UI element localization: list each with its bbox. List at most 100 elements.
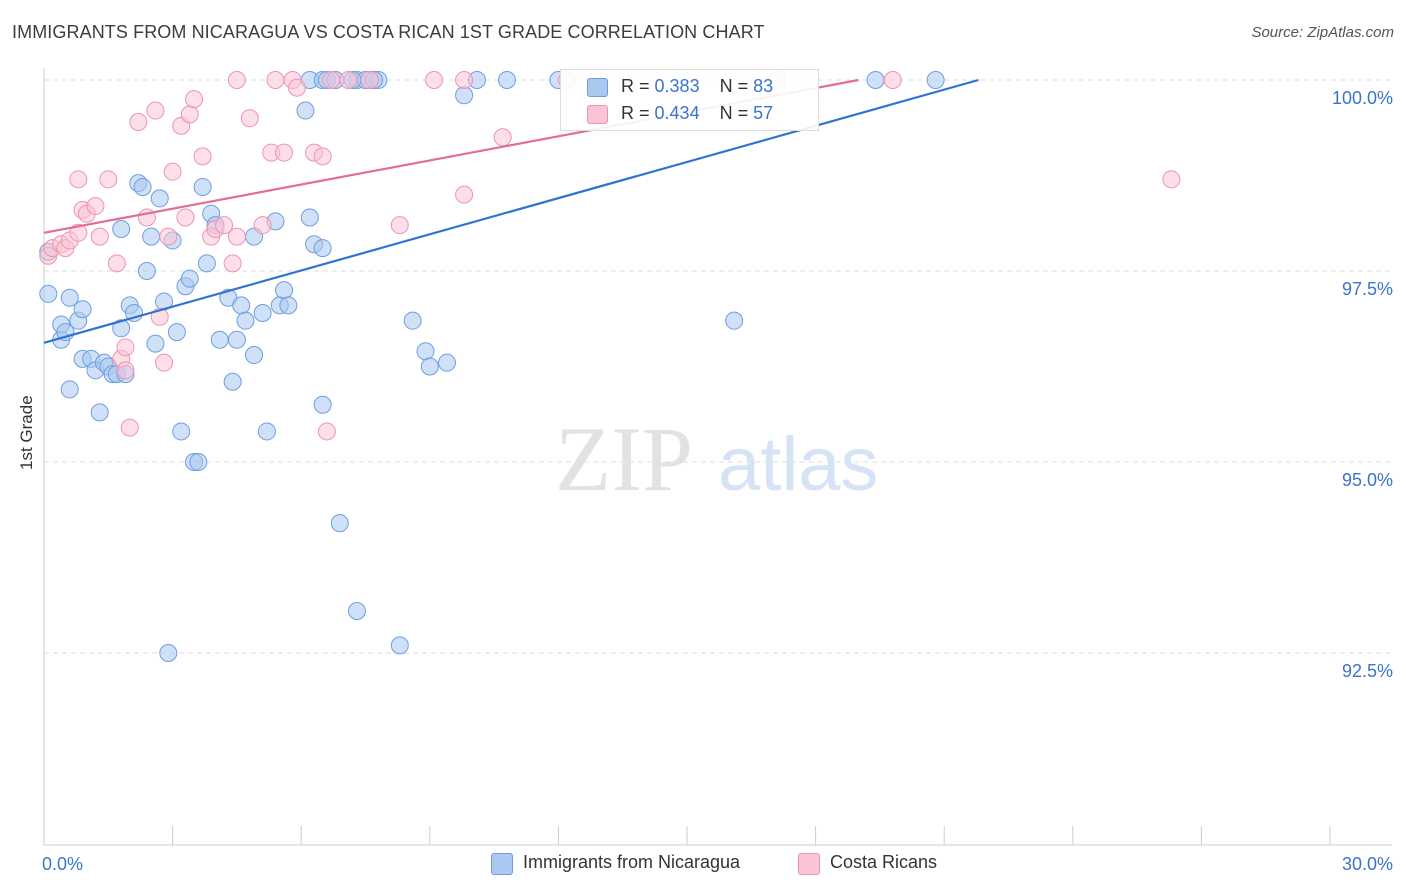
nicaragua-point (73, 300, 92, 319)
costa-rican-point (146, 101, 165, 120)
nicaragua-point (420, 357, 439, 376)
nicaragua-point (146, 334, 165, 353)
nicaragua-point (455, 86, 474, 105)
nicaragua-point (133, 177, 152, 196)
y-tick-label: 97.5% (1342, 279, 1393, 299)
nicaragua-point (223, 372, 242, 391)
costa-rican-point (129, 113, 148, 132)
n-label: N = (719, 103, 749, 123)
r-label: R = (621, 103, 650, 123)
nicaragua-trend-line (43, 78, 979, 344)
nicaragua-point (137, 262, 156, 280)
costa-rican-point (253, 216, 272, 235)
y-tick-labels: 100.0% 97.5% 95.0% 92.5% (1332, 88, 1393, 681)
nicaragua-point (60, 288, 79, 307)
costa-rican-point (90, 227, 109, 246)
chart-title: IMMIGRANTS FROM NICARAGUA VS COSTA RICAN… (12, 22, 765, 42)
nicaragua-point (112, 219, 131, 238)
y-tick-label: 95.0% (1342, 470, 1393, 490)
costa-rican-point (455, 185, 474, 204)
costa-rican-point (223, 254, 242, 273)
nicaragua-point (313, 239, 332, 258)
axes (43, 68, 1392, 846)
nicaragua-point (172, 422, 191, 441)
costa-rican-point (116, 361, 135, 380)
nicaragua-point (416, 342, 435, 361)
costa-rican-point (227, 227, 246, 246)
costa-rican-point (180, 105, 199, 124)
nicaragua-point (236, 311, 255, 330)
costa-rican-point (339, 71, 358, 89)
costa-rican-point (275, 143, 294, 162)
stats-row-costa-rican: R = 0.434 N = 57 (561, 100, 818, 128)
nicaragua-point (725, 311, 744, 330)
nicaragua-point (232, 296, 251, 315)
costa-rican-point (116, 338, 135, 357)
x-tick-label: 30.0% (1342, 854, 1393, 874)
nicaragua-point (390, 636, 409, 655)
legend-label: Immigrants from Nicaragua (523, 852, 741, 872)
costa-rican-point (107, 254, 126, 273)
costa-rican-point (425, 71, 444, 89)
costa-rican-point (120, 418, 139, 437)
nicaragua-point (866, 71, 885, 89)
nicaragua-point (296, 101, 315, 120)
costa-rican-point (317, 422, 336, 441)
costa-rican-point (99, 170, 118, 189)
costa-rican-point (493, 128, 512, 147)
costa-rican-point (883, 71, 902, 89)
costa-rican-point (240, 109, 259, 128)
nicaragua-point (313, 395, 332, 414)
stats-row-nicaragua: R = 0.383 N = 83 (561, 73, 818, 101)
stats-text: R = 0.434 N = 57 (621, 103, 773, 124)
nicaragua-point (330, 514, 349, 533)
costa-rican-point (69, 170, 88, 189)
nicaragua-point (253, 304, 272, 323)
nicaragua-point (210, 330, 229, 349)
costa-rican-point (163, 162, 182, 181)
costa-rican-point (455, 71, 474, 89)
nicaragua-point (159, 644, 178, 662)
costa-rican-point (155, 353, 174, 372)
costa-rican-swatch (798, 853, 820, 875)
costa-rican-point (86, 197, 105, 216)
nicaragua-point (275, 281, 294, 300)
nicaragua-point (497, 71, 516, 89)
y-tick-label: 92.5% (1342, 661, 1393, 681)
r-value: 0.434 (654, 103, 700, 123)
costa-rican-point (185, 90, 204, 109)
costa-rican-point (69, 223, 88, 242)
costa-rican-point (313, 147, 332, 166)
n-value: 57 (753, 103, 774, 123)
nicaragua-point (403, 311, 422, 330)
nicaragua-point (142, 227, 161, 246)
nicaragua-point (300, 208, 319, 227)
data-points (39, 71, 1181, 662)
nicaragua-point (167, 323, 186, 342)
nicaragua-swatch (491, 853, 513, 875)
watermark-zip: ZIP (555, 408, 693, 510)
legend-label: Costa Ricans (830, 852, 938, 872)
n-label: N = (719, 76, 749, 96)
nicaragua-point (193, 177, 212, 196)
nicaragua-point (227, 330, 246, 349)
costa-rican-point (176, 208, 195, 227)
nicaragua-point (926, 71, 945, 89)
nicaragua-point (39, 284, 58, 303)
nicaragua-point (180, 269, 199, 288)
nicaragua-point (245, 346, 264, 365)
y-tick-label: 100.0% (1332, 88, 1393, 108)
costa-rican-point (266, 71, 285, 89)
nicaragua-point (347, 601, 366, 620)
grid-lines (44, 79, 1392, 654)
stats-text: R = 0.383 N = 83 (621, 76, 773, 97)
costa-rican-point (360, 71, 379, 89)
nicaragua-point (90, 403, 109, 422)
source-label: Source: ZipAtlas.com (1251, 24, 1394, 41)
nicaragua-point (112, 319, 131, 338)
watermark: ZIP atlas (555, 408, 879, 510)
x-tick-labels: 0.0% 30.0% (42, 854, 1393, 874)
watermark-atlas: atlas (718, 422, 879, 507)
costa-rican-point (193, 147, 212, 166)
